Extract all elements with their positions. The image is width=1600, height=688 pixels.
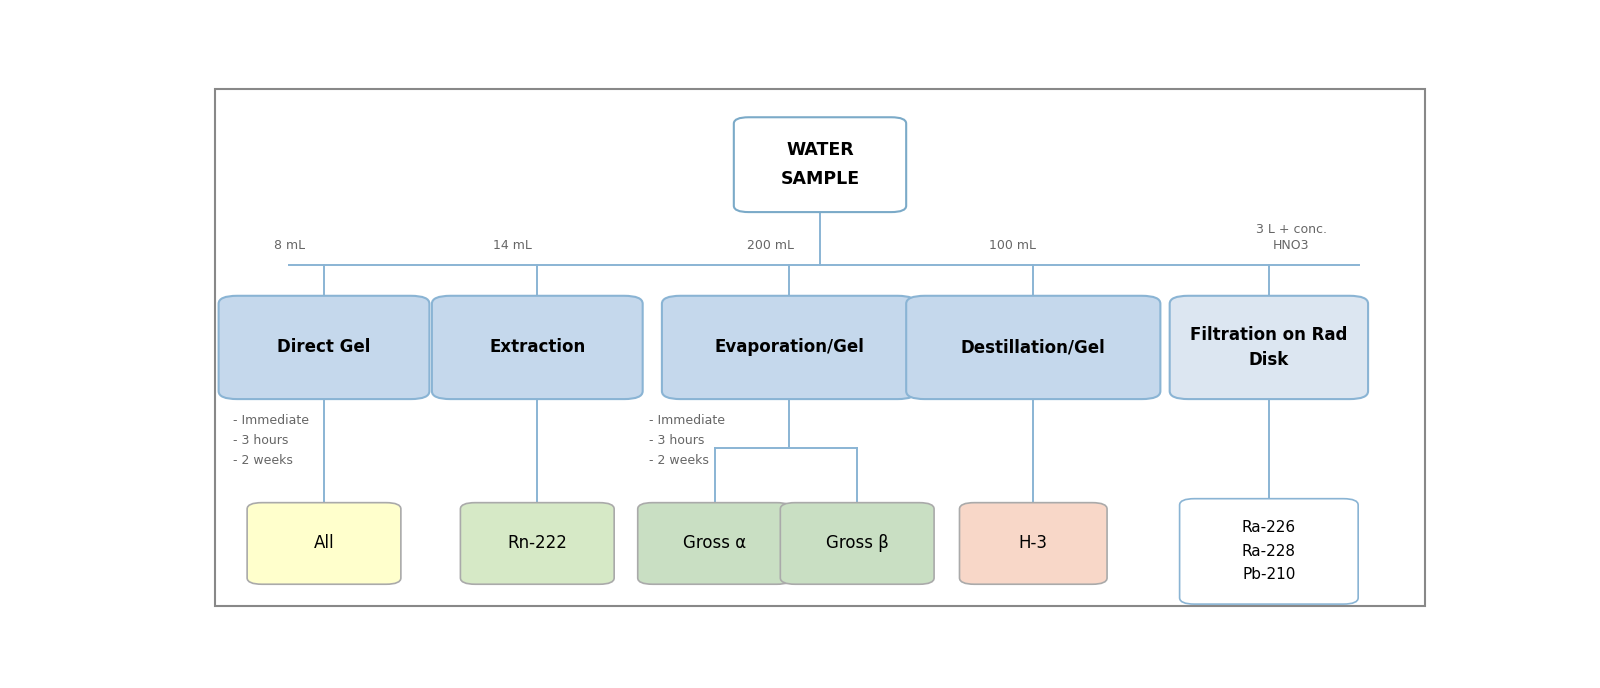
Text: Filtration on Rad
Disk: Filtration on Rad Disk (1190, 326, 1347, 369)
FancyBboxPatch shape (432, 296, 643, 399)
Text: Direct Gel: Direct Gel (277, 338, 371, 356)
FancyBboxPatch shape (1170, 296, 1368, 399)
Text: 3 L + conc.
HNO3: 3 L + conc. HNO3 (1256, 223, 1326, 252)
Text: Ra-226
Ra-228
Pb-210: Ra-226 Ra-228 Pb-210 (1242, 521, 1296, 582)
FancyBboxPatch shape (906, 296, 1160, 399)
Text: 200 mL: 200 mL (747, 239, 794, 252)
Text: Evaporation/Gel: Evaporation/Gel (714, 338, 864, 356)
Text: WATER
SAMPLE: WATER SAMPLE (781, 141, 859, 189)
Text: All: All (314, 535, 334, 552)
Text: Gross α: Gross α (683, 535, 746, 552)
Text: - Immediate
- 3 hours
- 2 weeks: - Immediate - 3 hours - 2 weeks (650, 413, 725, 466)
FancyBboxPatch shape (214, 89, 1426, 606)
FancyBboxPatch shape (662, 296, 917, 399)
FancyBboxPatch shape (960, 503, 1107, 584)
Text: Extraction: Extraction (490, 338, 586, 356)
FancyBboxPatch shape (1179, 499, 1358, 604)
Text: 100 mL: 100 mL (989, 239, 1035, 252)
Text: - Immediate
- 3 hours
- 2 weeks: - Immediate - 3 hours - 2 weeks (234, 413, 309, 466)
Text: 8 mL: 8 mL (274, 239, 306, 252)
FancyBboxPatch shape (781, 503, 934, 584)
FancyBboxPatch shape (638, 503, 792, 584)
Text: H-3: H-3 (1019, 535, 1048, 552)
Text: Destillation/Gel: Destillation/Gel (962, 338, 1106, 356)
Text: 14 mL: 14 mL (493, 239, 531, 252)
FancyBboxPatch shape (734, 117, 906, 212)
FancyBboxPatch shape (219, 296, 429, 399)
Text: Rn-222: Rn-222 (507, 535, 568, 552)
FancyBboxPatch shape (461, 503, 614, 584)
Text: Gross β: Gross β (826, 535, 888, 552)
FancyBboxPatch shape (246, 503, 402, 584)
